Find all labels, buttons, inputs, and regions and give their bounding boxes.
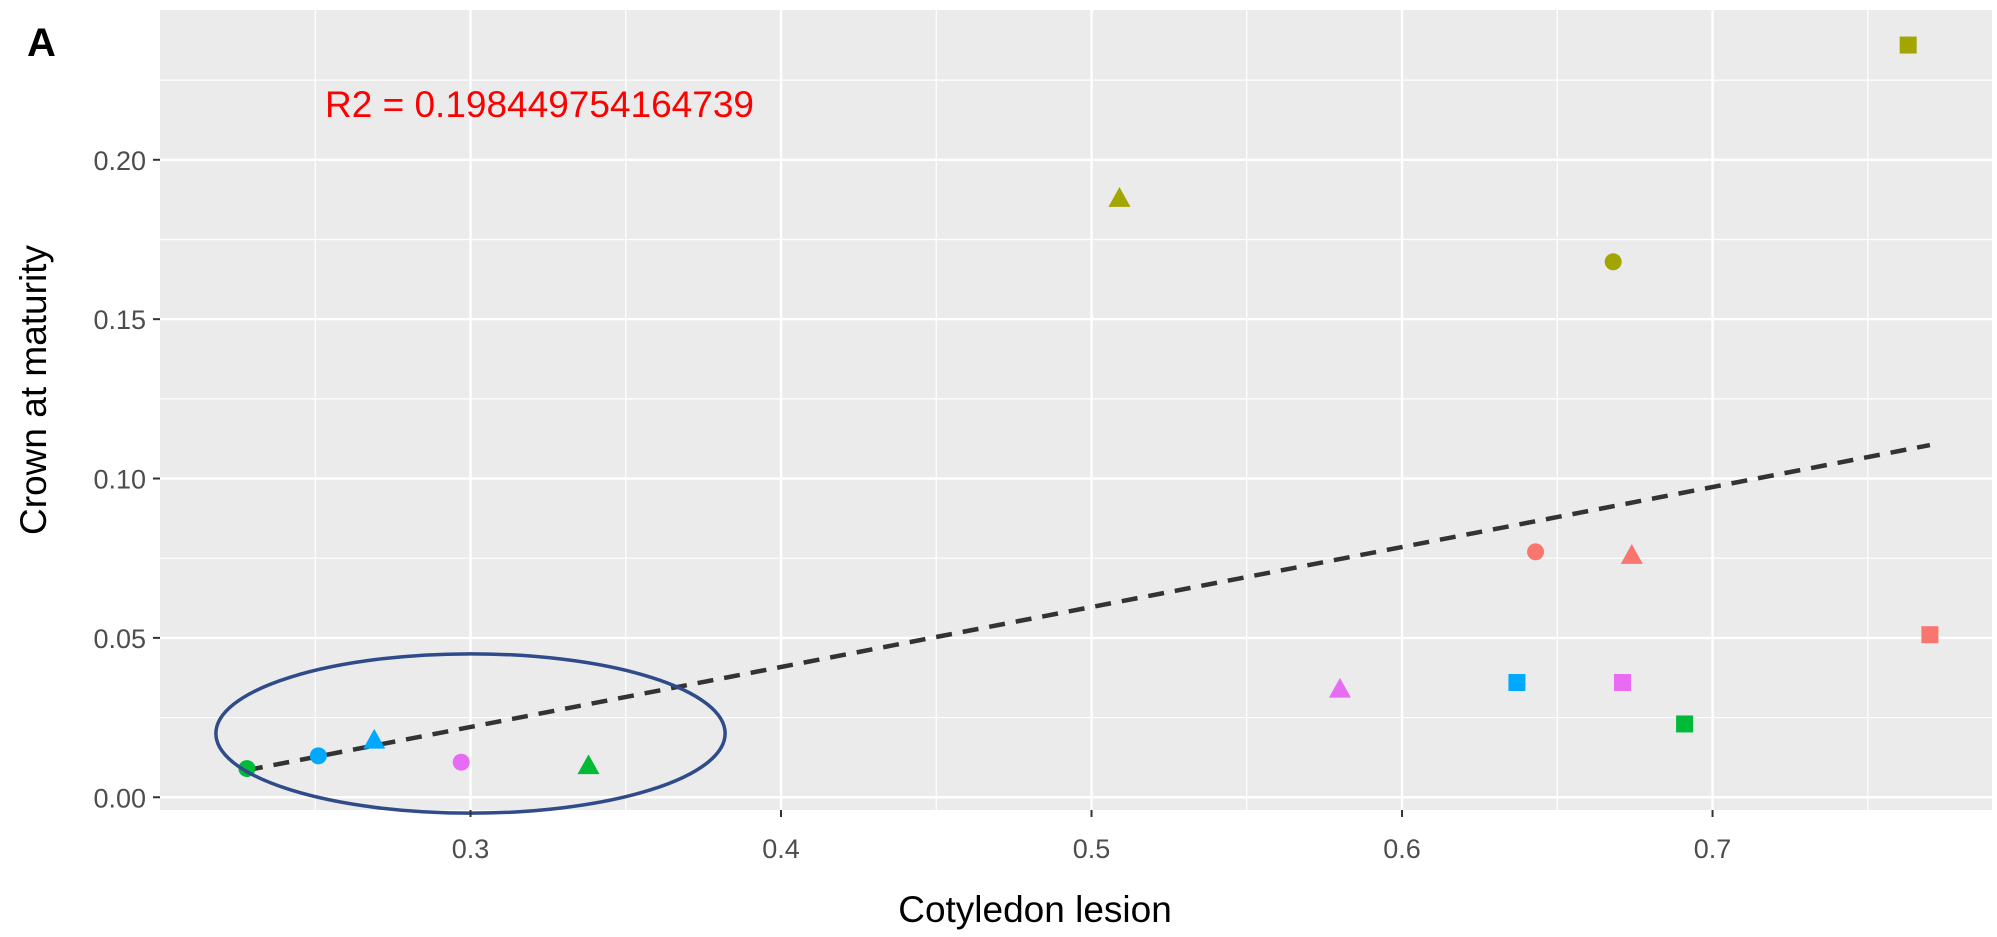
x-axis-ticks: 0.3 0.4 0.5 0.6 0.7	[452, 810, 1732, 864]
data-point-triangle	[1328, 677, 1351, 698]
x-axis-title: Cotyledon lesion	[898, 889, 1172, 930]
data-point-square	[1899, 36, 1917, 54]
data-point-triangle	[1620, 544, 1643, 564]
data-point-square	[1613, 674, 1631, 692]
y-tick-label: 0.00	[93, 783, 146, 813]
data-point-triangle	[363, 728, 386, 749]
trend-line-group	[246, 442, 1931, 773]
data-point-square	[1676, 715, 1694, 733]
data-point-triangle	[577, 754, 600, 775]
data-point-triangle	[1108, 187, 1131, 207]
data-point-circle	[452, 753, 470, 771]
y-axis-ticks: 0.00 0.05 0.10 0.15 0.20	[93, 146, 160, 813]
x-tick-label: 0.5	[1073, 834, 1111, 864]
r2-annotation: R2 = 0.198449754164739	[325, 84, 754, 125]
y-tick-label: 0.15	[93, 305, 146, 335]
y-tick-label: 0.20	[93, 146, 146, 176]
data-point-circle	[309, 747, 327, 765]
x-tick-label: 0.7	[1694, 834, 1732, 864]
major-gridlines	[160, 10, 1992, 810]
minor-gridlines	[160, 10, 1992, 810]
x-tick-label: 0.4	[762, 834, 800, 864]
data-point-square	[1508, 674, 1526, 692]
panel-label: A	[27, 21, 56, 65]
trend-line	[246, 442, 1931, 773]
plot-panel	[160, 10, 1992, 810]
data-point-circle	[1604, 253, 1622, 271]
x-tick-label: 0.3	[452, 834, 490, 864]
y-axis-title: Crown at maturity	[13, 245, 54, 535]
data-point-circle	[1527, 543, 1545, 561]
x-tick-label: 0.6	[1383, 834, 1421, 864]
data-point-square	[1921, 626, 1939, 644]
y-tick-label: 0.10	[93, 465, 146, 495]
y-tick-label: 0.05	[93, 624, 146, 654]
